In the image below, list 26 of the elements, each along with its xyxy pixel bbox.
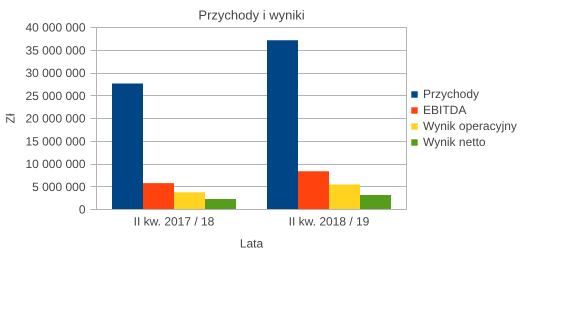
legend-label: Przychody [423, 87, 480, 101]
y-tick-label: 25 000 000 [25, 88, 86, 103]
y-tick-label: 35 000 000 [25, 43, 86, 58]
y-tick-label: 0 [78, 202, 86, 216]
bar [174, 192, 205, 210]
y-tick-label: 20 000 000 [25, 112, 86, 126]
bar [298, 171, 329, 210]
bar [267, 40, 298, 210]
x-axis-title: Lata [240, 236, 264, 250]
chart-title: Przychody i wyniki [198, 8, 305, 22]
x-tick-label: II kw. 2018 / 19 [288, 214, 370, 228]
y-tick-label: 10 000 000 [25, 157, 86, 171]
legend-label: Wynik netto [423, 135, 486, 149]
legend-label: Wynik operacyjny [423, 119, 517, 133]
y-tick-label: 30 000 000 [25, 66, 86, 80]
bar [143, 183, 174, 210]
y-axis-title: Zł [3, 113, 18, 124]
y-tick-label: 15 000 000 [25, 134, 86, 148]
bar [205, 199, 236, 210]
x-tick-label: II kw. 2017 / 18 [134, 214, 215, 228]
y-tick-label: 5 000 000 [32, 180, 86, 194]
bar [112, 83, 143, 210]
legend-label: EBITDA [423, 103, 466, 117]
bar [360, 194, 391, 210]
y-tick-label: 40 000 000 [25, 20, 86, 34]
bar [329, 184, 360, 210]
